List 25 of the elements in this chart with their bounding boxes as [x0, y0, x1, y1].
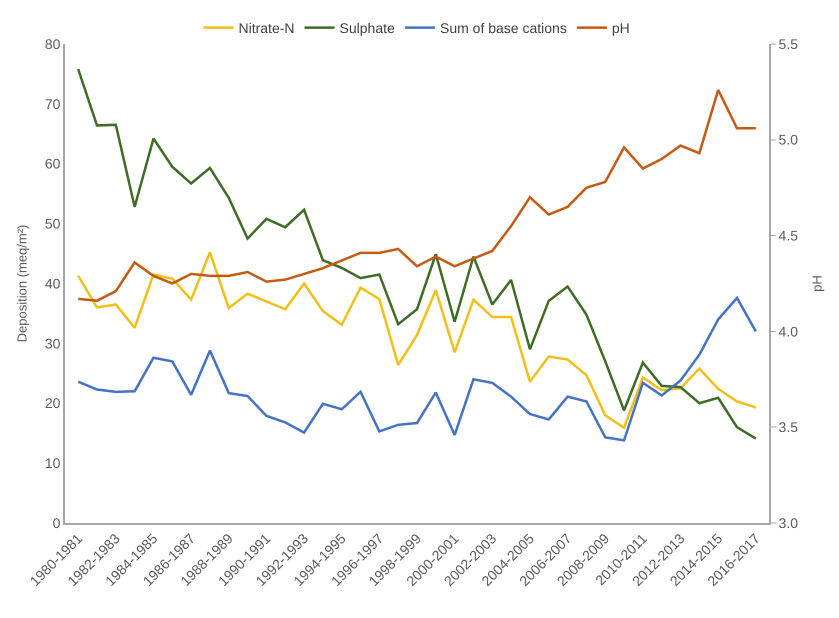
- line-series: [76, 296, 758, 442]
- y-tick-label: 30: [44, 335, 61, 352]
- legend-label: Nitrate-N: [238, 20, 295, 36]
- y2-tick-label: 4.5: [778, 228, 798, 244]
- line-series: [76, 251, 758, 430]
- y2-tick-label: 4.0: [778, 323, 798, 340]
- line-series: [76, 88, 758, 302]
- legend-label: Sulphate: [340, 20, 395, 36]
- line-series: [76, 68, 758, 440]
- y2-tick-label: 3.5: [778, 419, 798, 436]
- y2-tick-label: 3.0: [778, 514, 798, 531]
- y-axis-title: Deposition (meq/m²): [14, 224, 30, 342]
- y-tick-label: 80: [44, 36, 61, 52]
- y2-tick-label: 5.0: [778, 132, 798, 148]
- y-tick-label: 70: [44, 96, 61, 112]
- legend-label: pH: [612, 20, 630, 36]
- legend-label: Sum of base cations: [440, 20, 567, 36]
- y-tick-label: 10: [44, 455, 61, 472]
- y-tick-label: 60: [44, 156, 61, 172]
- y-tick-label: 0: [52, 514, 61, 531]
- y2-axis-title: pH: [809, 275, 824, 292]
- y-tick-label: 50: [44, 216, 61, 232]
- y2-tick-label: 5.5: [778, 36, 798, 52]
- y-tick-label: 40: [44, 275, 61, 292]
- y-tick-label: 20: [44, 395, 61, 412]
